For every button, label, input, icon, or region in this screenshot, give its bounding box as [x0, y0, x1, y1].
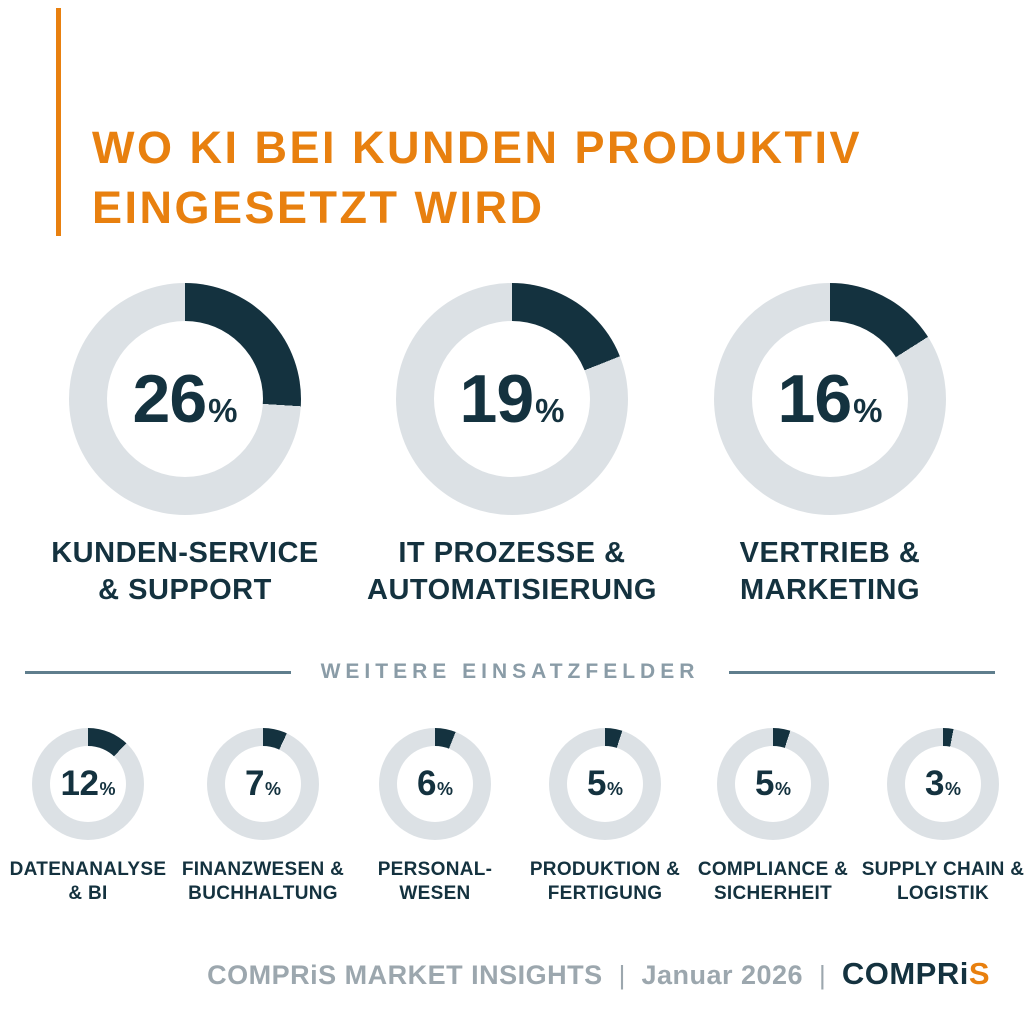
- donut-label-line2: & BI: [68, 883, 108, 904]
- divider-line-right: [729, 670, 995, 674]
- donut-label-line1: SUPPLY CHAIN &: [861, 859, 1024, 880]
- donut-card-kunden-service: 26% KUNDEN-SERVICE & SUPPORT: [25, 283, 345, 609]
- percent-sign: %: [436, 779, 453, 799]
- percent-sign: %: [853, 392, 883, 429]
- donut-chart-produktion: 5%: [549, 728, 661, 840]
- donut-label: VERTRIEB & MARKETING: [670, 535, 990, 609]
- percent-sign: %: [208, 392, 238, 429]
- donut-label: FINANZWESEN & BUCHHALTUNG: [181, 858, 345, 906]
- footer-date: Januar 2026: [641, 960, 804, 990]
- percent-sign: %: [944, 779, 961, 799]
- donut-chart-kunden-service: 26%: [69, 283, 301, 515]
- donut-value: 3%: [925, 764, 961, 804]
- donut-label-line2: LOGISTIK: [896, 883, 990, 904]
- percent-sign: %: [606, 779, 623, 799]
- donut-card-compliance: 5% COMPLIANCE & SICHERHEIT: [691, 728, 855, 906]
- donut-number: 12: [60, 764, 99, 803]
- donut-hole: 5%: [735, 746, 811, 822]
- donut-label: PERSONAL- WESEN: [353, 858, 517, 906]
- donut-hole: 12%: [50, 746, 126, 822]
- donut-hole: 16%: [752, 321, 908, 477]
- donut-hole: 19%: [434, 321, 590, 477]
- divider-line-left: [25, 670, 291, 674]
- donut-value: 12%: [61, 764, 116, 804]
- donut-number: 6: [417, 764, 436, 803]
- section-divider: WEITERE EINSATZFELDER: [25, 660, 995, 684]
- percent-sign: %: [535, 392, 565, 429]
- donut-label-line1: VERTRIEB &: [739, 537, 921, 569]
- donut-card-finanzwesen: 7% FINANZWESEN & BUCHHALTUNG: [181, 728, 345, 906]
- donut-label: COMPLIANCE & SICHERHEIT: [691, 858, 855, 906]
- title-line-2: EINGESETZT WIRD: [92, 182, 545, 233]
- donut-number: 7: [245, 764, 264, 803]
- donut-chart-personalwesen: 6%: [379, 728, 491, 840]
- donut-label-line1: FINANZWESEN &: [181, 859, 345, 880]
- logo-text-dark: COMPRi: [841, 956, 969, 991]
- donut-number: 19: [459, 361, 535, 437]
- donut-chart-vertrieb: 16%: [714, 283, 946, 515]
- donut-card-datenanalyse: 12% DATENANALYSE & BI: [6, 728, 170, 906]
- footer: COMPRiS MARKET INSIGHTS | Januar 2026 | …: [207, 956, 990, 992]
- donut-number: 16: [777, 361, 853, 437]
- divider-label: WEITERE EINSATZFELDER: [320, 660, 700, 683]
- donut-label: KUNDEN-SERVICE & SUPPORT: [25, 535, 345, 609]
- donut-label-line2: MARKETING: [739, 574, 921, 606]
- percent-sign: %: [264, 779, 281, 799]
- donut-label-line1: KUNDEN-SERVICE: [51, 537, 319, 569]
- percent-sign: %: [774, 779, 791, 799]
- donut-label-line2: WESEN: [399, 883, 471, 904]
- donut-label-line2: FERTIGUNG: [547, 883, 663, 904]
- donut-label-line1: COMPLIANCE &: [697, 859, 849, 880]
- donut-hole: 26%: [107, 321, 263, 477]
- donut-label-line2: SICHERHEIT: [713, 883, 833, 904]
- donut-card-supply-chain: 3% SUPPLY CHAIN & LOGISTIK: [861, 728, 1024, 906]
- donut-label-line2: & SUPPORT: [98, 574, 272, 606]
- compris-logo: COMPRiS: [842, 956, 990, 992]
- donut-label-line1: PERSONAL-: [377, 859, 493, 880]
- donut-value: 19%: [460, 360, 565, 438]
- donut-label: IT PROZESSE & AUTOMATISIERUNG: [352, 535, 672, 609]
- donut-value: 7%: [245, 764, 281, 804]
- donut-number: 5: [755, 764, 774, 803]
- percent-sign: %: [99, 779, 116, 799]
- donut-hole: 5%: [567, 746, 643, 822]
- donut-label-line1: PRODUKTION &: [529, 859, 681, 880]
- donut-value: 6%: [417, 764, 453, 804]
- donut-chart-compliance: 5%: [717, 728, 829, 840]
- donut-label: PRODUKTION & FERTIGUNG: [523, 858, 687, 906]
- footer-separator: |: [618, 960, 626, 990]
- donut-label-line1: IT PROZESSE &: [398, 537, 626, 569]
- footer-source: COMPRiS MARKET INSIGHTS: [207, 960, 603, 990]
- donut-hole: 3%: [905, 746, 981, 822]
- donut-number: 26: [132, 361, 208, 437]
- donut-chart-supply-chain: 3%: [887, 728, 999, 840]
- donut-number: 3: [925, 764, 944, 803]
- donut-value: 5%: [755, 764, 791, 804]
- donut-card-vertrieb: 16% VERTRIEB & MARKETING: [670, 283, 990, 609]
- donut-label-line2: AUTOMATISIERUNG: [367, 574, 657, 606]
- donut-chart-it-prozesse: 19%: [396, 283, 628, 515]
- title-accent-bar: [56, 8, 61, 236]
- donut-label-line1: DATENANALYSE: [9, 859, 167, 880]
- donut-card-personalwesen: 6% PERSONAL- WESEN: [353, 728, 517, 906]
- donut-card-produktion: 5% PRODUKTION & FERTIGUNG: [523, 728, 687, 906]
- donut-label: DATENANALYSE & BI: [6, 858, 170, 906]
- footer-separator: |: [819, 960, 826, 990]
- donut-chart-datenanalyse: 12%: [32, 728, 144, 840]
- donut-hole: 7%: [225, 746, 301, 822]
- donut-number: 5: [587, 764, 606, 803]
- donut-value: 5%: [587, 764, 623, 804]
- donut-chart-finanzwesen: 7%: [207, 728, 319, 840]
- donut-card-it-prozesse: 19% IT PROZESSE & AUTOMATISIERUNG: [352, 283, 672, 609]
- page-title: WO KI BEI KUNDEN PRODUKTIV EINGESETZT WI…: [92, 118, 1004, 238]
- logo-text-orange: S: [968, 956, 990, 991]
- title-line-1: WO KI BEI KUNDEN PRODUKTIV: [92, 122, 863, 173]
- donut-hole: 6%: [397, 746, 473, 822]
- donut-label-line2: BUCHHALTUNG: [188, 883, 338, 904]
- donut-value: 26%: [133, 360, 238, 438]
- donut-value: 16%: [778, 360, 883, 438]
- donut-label: SUPPLY CHAIN & LOGISTIK: [861, 858, 1024, 906]
